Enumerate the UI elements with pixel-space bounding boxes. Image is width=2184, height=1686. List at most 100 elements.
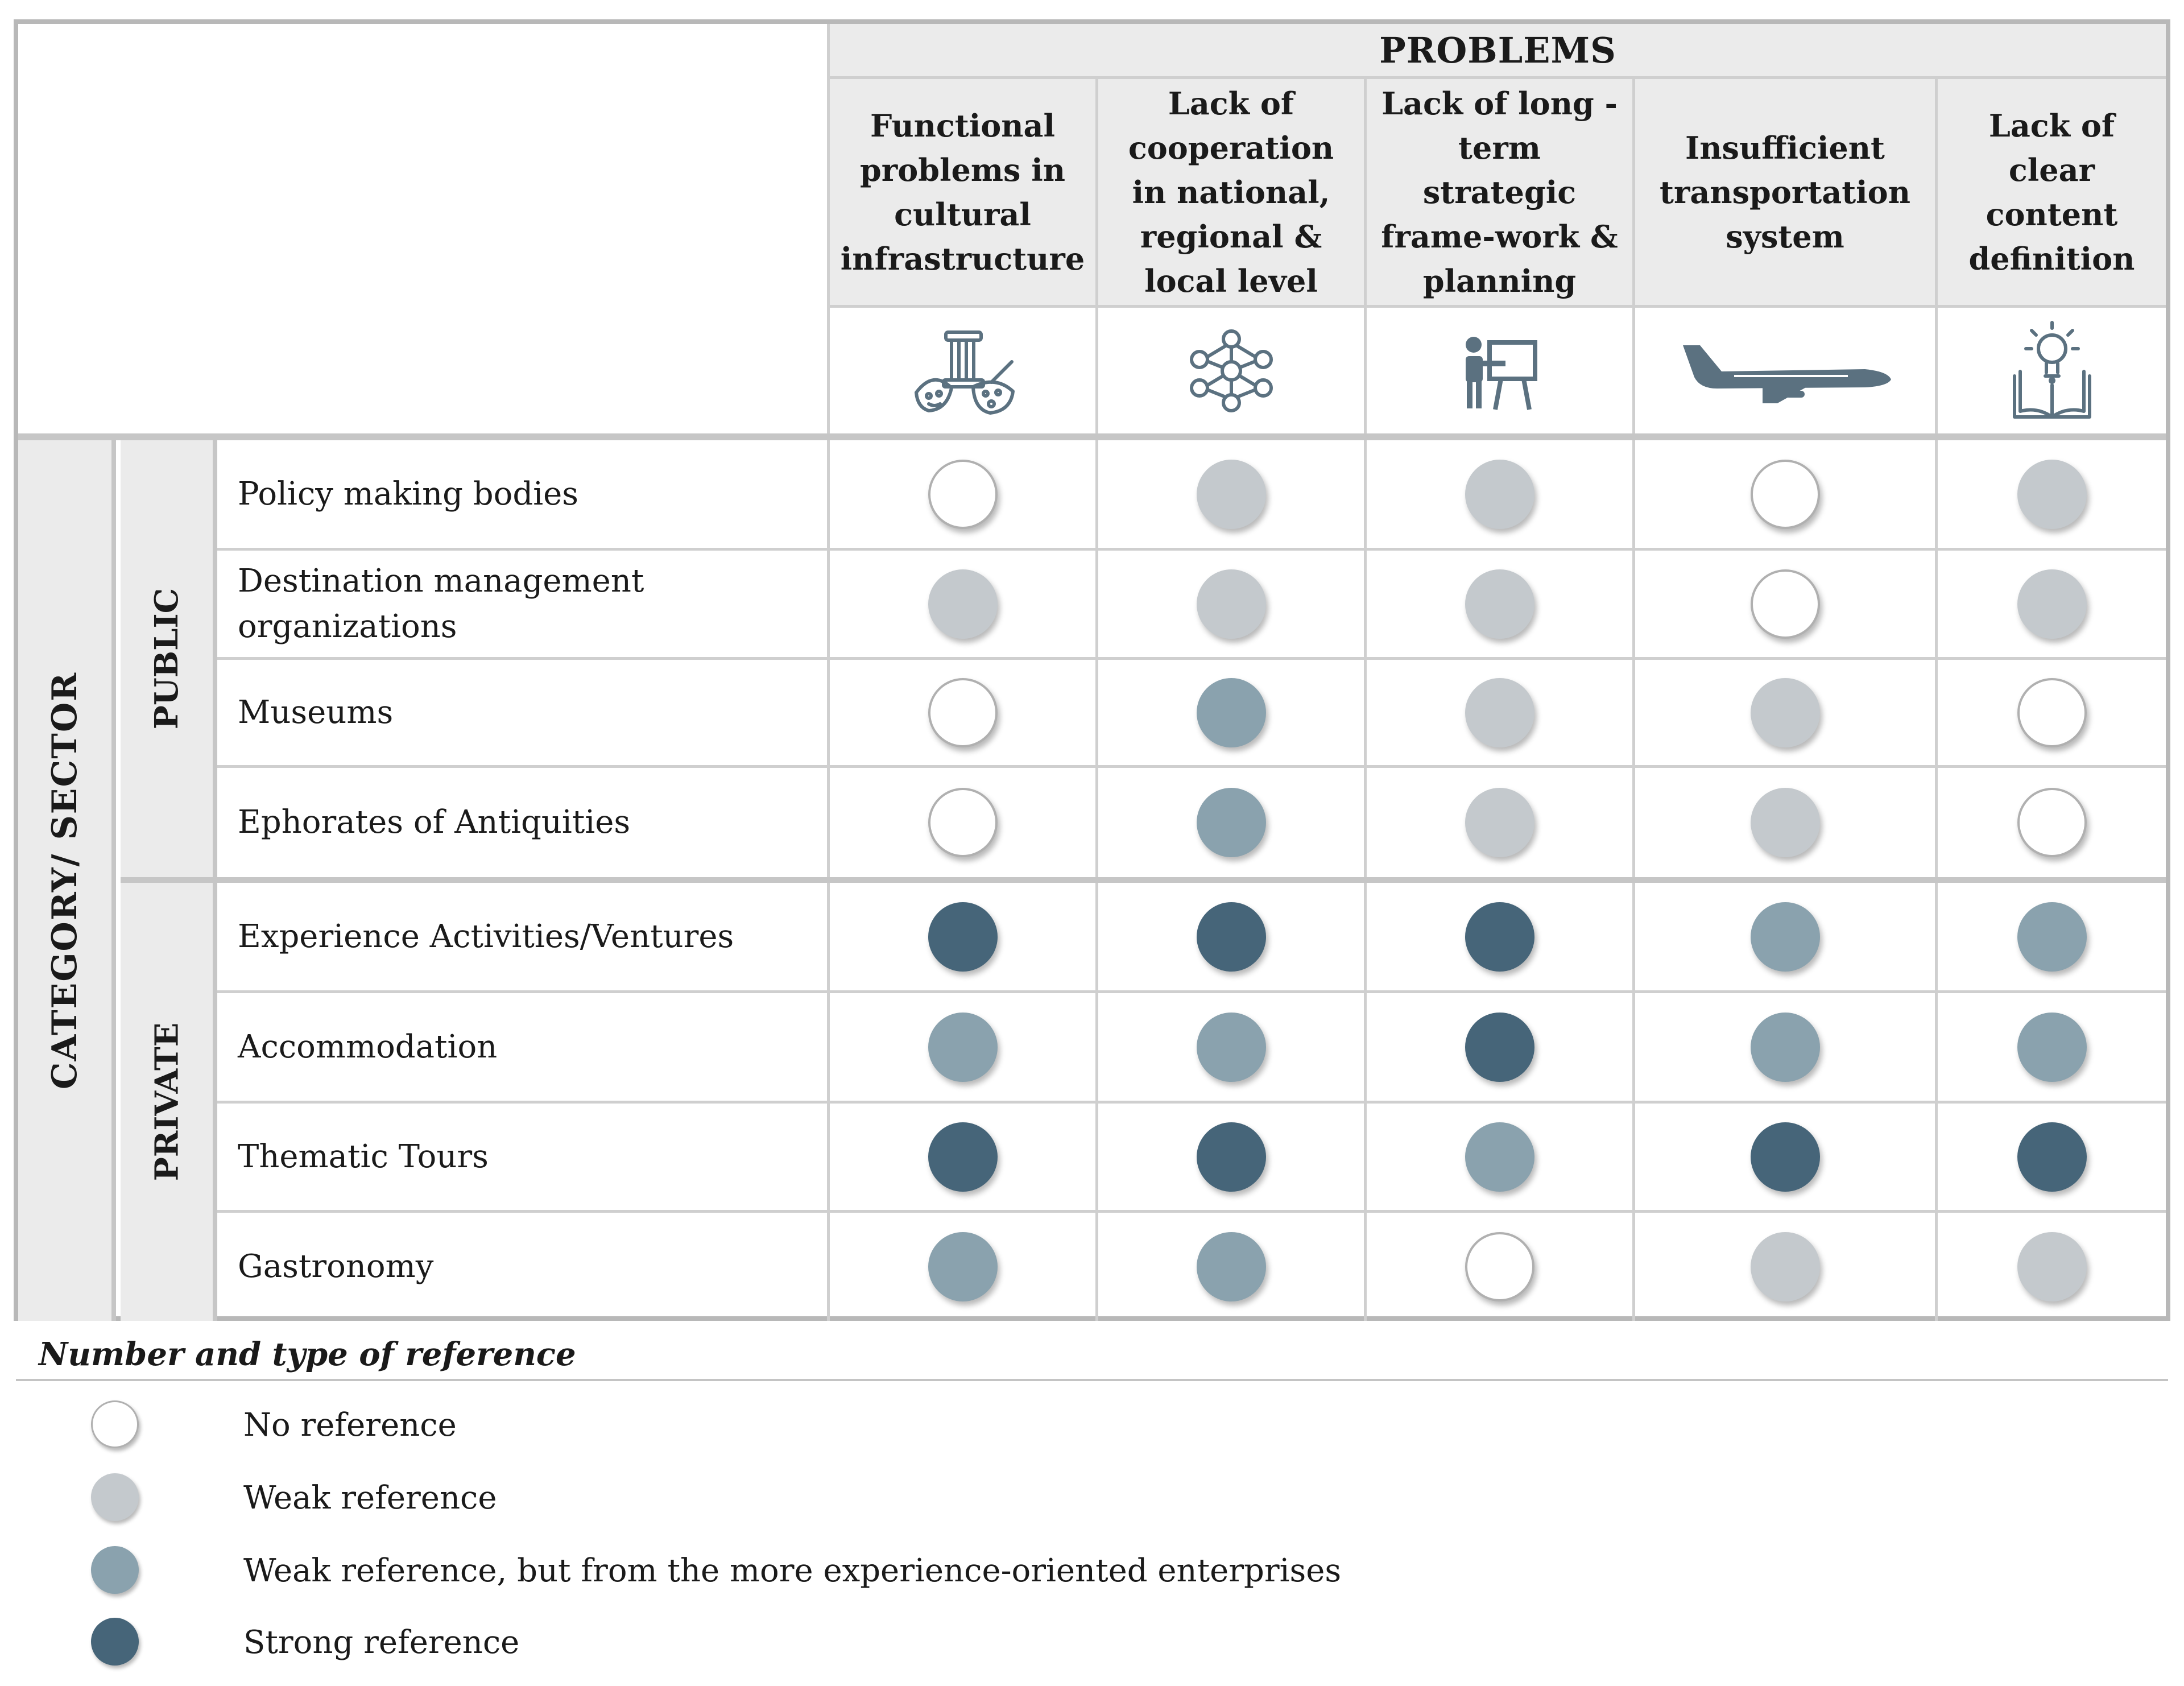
matrix-cell-strategic: [1364, 1104, 1632, 1213]
reference-dot-experience: [928, 1232, 998, 1301]
private-label: PRIVATE: [121, 883, 217, 1321]
cultural-heritage-icon: [827, 305, 1095, 433]
legend-label: Strong reference: [243, 1624, 520, 1661]
matrix-cell-content: [1935, 1213, 2166, 1321]
row-label: Experience Activities/Ventures: [217, 883, 827, 993]
reference-dot-none: [1750, 569, 1820, 639]
reference-dot-strong: [1196, 1122, 1266, 1192]
reference-dot-weak: [2017, 1232, 2087, 1301]
matrix-cell-functional: [827, 883, 1095, 993]
reference-dot-weak: [1465, 569, 1534, 639]
public-label: PUBLIC: [121, 440, 217, 877]
reference-dot-weak: [928, 569, 998, 639]
matrix-cell-functional: [827, 993, 1095, 1104]
reference-dot-experience: [1196, 677, 1266, 747]
column-header-functional: Functional problems in cultural infrastr…: [827, 79, 1095, 305]
matrix-cell-strategic: [1364, 883, 1632, 993]
matrix-cell-strategic: [1364, 768, 1632, 877]
matrix-cell-transportation: [1632, 883, 1935, 993]
matrix-cell-cooperation: [1095, 1104, 1364, 1213]
matrix-cell-cooperation: [1095, 768, 1364, 877]
public-private-separator: [121, 877, 2166, 883]
matrix-cell-strategic: [1364, 993, 1632, 1104]
reference-dot-weak: [1750, 1232, 1820, 1301]
matrix-cell-cooperation: [1095, 1213, 1364, 1321]
reference-dot-none: [2017, 788, 2087, 857]
matrix-cell-functional: [827, 1213, 1095, 1321]
matrix-cell-strategic: [1364, 660, 1632, 768]
matrix-cell-functional: [827, 551, 1095, 660]
row-label: Gastronomy: [238, 1248, 434, 1285]
legend-dot-experience: [91, 1546, 139, 1594]
matrix-cell-cooperation: [1095, 440, 1364, 551]
reference-dot-experience: [1465, 1122, 1534, 1192]
column-header-transportation: Insufficient transportation system: [1632, 79, 1935, 305]
matrix-cell-content: [1935, 551, 2166, 660]
matrix-cell-transportation: [1632, 551, 1935, 660]
matrix-cell-functional: [827, 440, 1095, 551]
reference-dot-none: [1465, 1232, 1534, 1301]
reference-dot-weak: [1465, 677, 1534, 747]
problems-header: PROBLEMS: [827, 24, 2166, 79]
legend-item-none: No reference: [0, 1400, 1706, 1469]
reference-dot-weak: [1196, 459, 1266, 529]
reference-dot-strong: [1750, 1122, 1820, 1192]
legend-item-strong: Strong reference: [0, 1618, 1706, 1686]
reference-dot-none: [1750, 459, 1820, 529]
reference-dot-experience: [2017, 1012, 2087, 1082]
reference-dot-weak: [2017, 459, 2087, 529]
reference-dot-strong: [1465, 1012, 1534, 1082]
row-label: Museums: [217, 660, 827, 768]
reference-dot-strong: [2017, 1122, 2087, 1192]
network-nodes-icon: [1095, 305, 1364, 433]
column-header-strategic: Lack of long - term strategic frame-work…: [1364, 79, 1632, 305]
reference-dot-strong: [1465, 902, 1534, 972]
matrix-cell-transportation: [1632, 660, 1935, 768]
matrix-cell-transportation: [1632, 1104, 1935, 1213]
row-label: Accommodation: [217, 993, 827, 1104]
airplane-icon: [1632, 305, 1935, 433]
column-header-cooperation: Lack of cooperation in national, regiona…: [1095, 79, 1364, 305]
reference-dot-experience: [928, 1012, 998, 1082]
column-header-content: Lack of clear content definition: [1935, 79, 2166, 305]
legend-title: Number and type of reference: [39, 1336, 576, 1373]
reference-dot-none: [928, 459, 998, 529]
reference-dot-strong: [928, 902, 998, 972]
reference-dot-none: [928, 677, 998, 747]
legend-label: Weak reference, but from the more experi…: [243, 1552, 1342, 1589]
matrix-cell-cooperation: [1095, 883, 1364, 993]
matrix-cell-content: [1935, 440, 2166, 551]
row-label: Thematic Tours: [217, 1104, 827, 1213]
matrix-cell-transportation: [1632, 1213, 1935, 1321]
legend-rule: [16, 1379, 2168, 1381]
lightbulb-book-icon: [1935, 305, 2166, 433]
reference-dot-experience: [1750, 902, 1820, 972]
matrix-cell-functional: [827, 768, 1095, 877]
matrix-cell-content: [1935, 993, 2166, 1104]
row-label: Destination management organizations: [217, 551, 827, 660]
reference-dot-strong: [1196, 902, 1266, 972]
reference-dot-experience: [1196, 1232, 1266, 1301]
matrix-cell-content: [1935, 883, 2166, 993]
reference-dot-weak: [1196, 569, 1266, 639]
legend-label: No reference: [243, 1407, 457, 1444]
public-text: PUBLIC: [148, 588, 186, 730]
reference-dot-weak: [1750, 788, 1820, 857]
reference-dot-experience: [2017, 902, 2087, 972]
category-sector-label: CATEGORY/ SECTOR: [18, 440, 116, 1321]
legend-item-weak: Weak reference: [0, 1473, 1706, 1542]
reference-dot-weak: [1465, 788, 1534, 857]
reference-dot-none: [928, 788, 998, 857]
matrix-cell-cooperation: [1095, 551, 1364, 660]
reference-dot-none: [2017, 677, 2087, 747]
matrix-cell-strategic: [1364, 1213, 1632, 1321]
legend-dot-weak: [91, 1473, 139, 1521]
row-label: Ephorates of Antiquities: [238, 804, 631, 841]
row-label: Policy making bodies: [217, 440, 827, 551]
legend-label: Weak reference: [243, 1480, 497, 1516]
matrix-cell-strategic: [1364, 440, 1632, 551]
matrix-cell-transportation: [1632, 993, 1935, 1104]
matrix-table: PROBLEMS Functional problems in cultural…: [14, 19, 2170, 1321]
matrix-cell-functional: [827, 660, 1095, 768]
legend-item-experience: Weak reference, but from the more experi…: [0, 1546, 1706, 1614]
